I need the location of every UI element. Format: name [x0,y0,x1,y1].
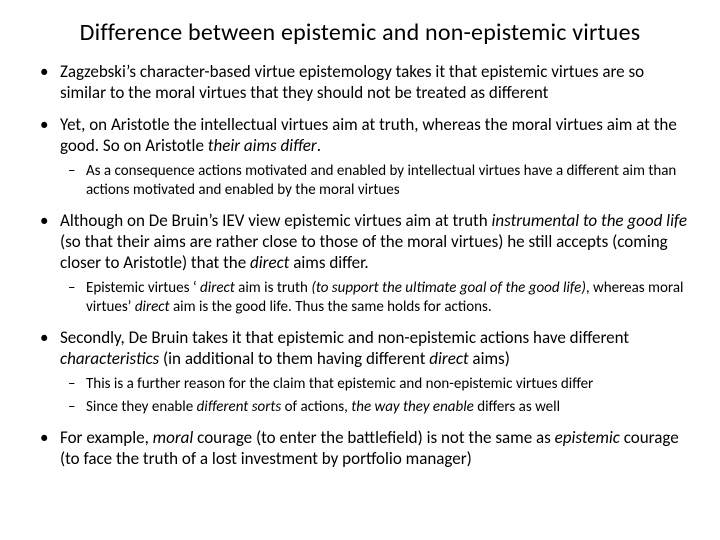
bullet-item: Although on De Bruin’s IEV view epistemi… [30,210,690,317]
bullet-text: Secondly, De Bruin takes it that epistem… [60,327,629,369]
sub-bullet-item: Epistemic virtues ‘ direct aim is truth … [60,279,690,317]
sub-bullet-item: This is a further reason for the claim t… [60,375,690,394]
bullet-text: Zagzebski’s character-based virtue epist… [60,61,644,103]
bullet-list: Zagzebski’s character-based virtue epist… [30,61,690,469]
bullet-item: Yet, on Aristotle the intellectual virtu… [30,114,690,200]
bullet-item: Zagzebski’s character-based virtue epist… [30,61,690,104]
bullet-text: Yet, on Aristotle the intellectual virtu… [60,114,677,156]
sub-bullet-list: Epistemic virtues ‘ direct aim is truth … [60,279,690,317]
sub-bullet-list: This is a further reason for the claim t… [60,375,690,417]
slide: Difference between epistemic and non-epi… [0,0,720,540]
sub-bullet-list: As a consequence actions motivated and e… [60,162,690,200]
bullet-item: For example, moral courage (to enter the… [30,427,690,470]
slide-title: Difference between epistemic and non-epi… [30,18,690,47]
bullet-text: Although on De Bruin’s IEV view epistemi… [60,210,687,274]
sub-bullet-item: As a consequence actions motivated and e… [60,162,690,200]
sub-bullet-item: Since they enable different sorts of act… [60,398,690,417]
bullet-text: For example, moral courage (to enter the… [60,427,679,469]
bullet-item: Secondly, De Bruin takes it that epistem… [30,327,690,417]
